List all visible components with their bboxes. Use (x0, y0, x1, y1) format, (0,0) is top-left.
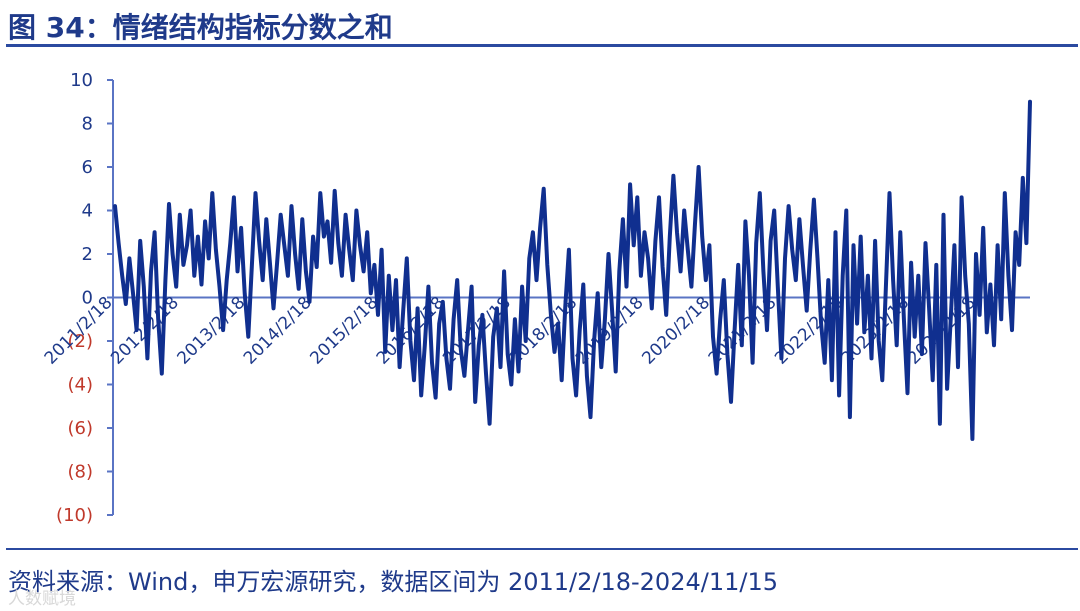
y-tick-label: 0 (82, 288, 93, 309)
source-divider (6, 548, 1078, 550)
x-tick-label: 2011/2/18 (41, 293, 117, 369)
series-line (113, 99, 1032, 441)
y-tick-label: (2) (68, 331, 94, 352)
y-tick-label: (10) (56, 505, 93, 526)
y-tick-label: 2 (82, 244, 93, 265)
x-tick-label: 2015/2/18 (306, 293, 382, 369)
y-tick-label: 4 (82, 201, 93, 222)
y-tick-label: 10 (70, 70, 93, 91)
y-axis-ticks: 10 8 6 4 2 0 (2) (4) (6) (8) (10) (56, 70, 113, 526)
y-tick-label: 8 (82, 114, 93, 135)
y-tick-label: (8) (68, 462, 94, 483)
y-tick-label: (4) (68, 375, 94, 396)
y-tick-label: (6) (68, 418, 94, 439)
y-tick-label: 6 (82, 157, 93, 178)
chart-title: 图 34：情绪结构指标分数之和 (8, 11, 393, 44)
title-divider (6, 44, 1078, 47)
source-note: 资料来源：Wind，申万宏源研究，数据区间为 2011/2/18-2024/11… (8, 568, 778, 596)
watermark: 人数赋境 (8, 589, 76, 609)
x-tick-label: 2013/2/18 (174, 293, 250, 369)
